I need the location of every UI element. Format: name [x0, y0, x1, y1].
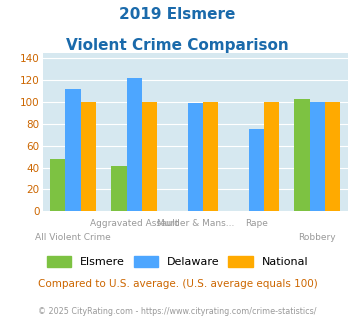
- Text: Murder & Mans...: Murder & Mans...: [157, 219, 234, 228]
- Text: © 2025 CityRating.com - https://www.cityrating.com/crime-statistics/: © 2025 CityRating.com - https://www.city…: [38, 307, 317, 316]
- Text: Robbery: Robbery: [299, 233, 336, 242]
- Bar: [126, 78, 142, 211]
- Bar: [50, 159, 66, 211]
- Text: Compared to U.S. average. (U.S. average equals 100): Compared to U.S. average. (U.S. average …: [38, 279, 317, 289]
- Bar: [66, 89, 81, 211]
- Bar: [248, 129, 264, 211]
- Bar: [203, 102, 218, 211]
- Bar: [111, 166, 126, 211]
- Text: Rape: Rape: [245, 219, 268, 228]
- Bar: [310, 102, 325, 211]
- Text: Aggravated Assault: Aggravated Assault: [90, 219, 179, 228]
- Text: 2019 Elsmere: 2019 Elsmere: [119, 7, 236, 21]
- Text: Violent Crime Comparison: Violent Crime Comparison: [66, 38, 289, 53]
- Bar: [294, 99, 310, 211]
- Bar: [325, 102, 340, 211]
- Bar: [188, 103, 203, 211]
- Text: All Violent Crime: All Violent Crime: [35, 233, 111, 242]
- Bar: [142, 102, 157, 211]
- Bar: [264, 102, 279, 211]
- Bar: [81, 102, 96, 211]
- Legend: Elsmere, Delaware, National: Elsmere, Delaware, National: [42, 251, 313, 271]
